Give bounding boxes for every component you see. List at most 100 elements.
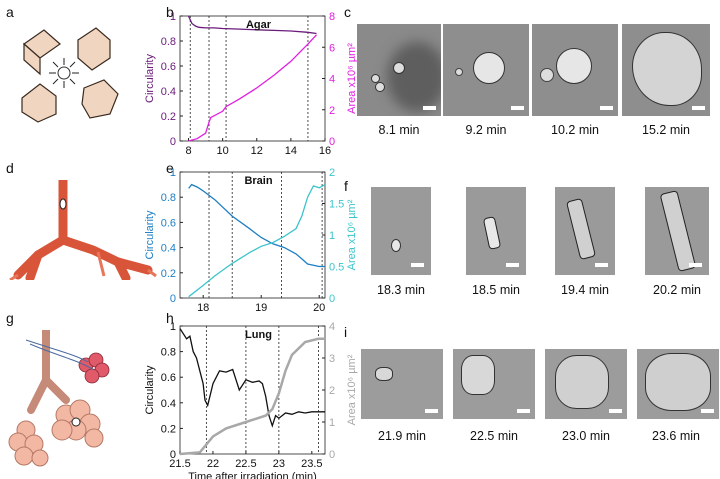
ytick-label-h-1: 0.2	[161, 423, 176, 435]
micrograph-agar-4	[622, 24, 710, 116]
y2tick-label-h-1: 1	[329, 417, 335, 429]
panel-label-g: g	[6, 310, 14, 326]
micrograph-brain-2	[466, 187, 526, 275]
y2tick-label-e-4: 2	[329, 167, 335, 179]
micrograph-agar-2	[443, 24, 529, 116]
chart-title-b: Agar	[246, 19, 272, 31]
panel-label-a: a	[6, 4, 14, 20]
plot-frame-b	[179, 15, 326, 142]
ytick-label-h-0: 0	[170, 449, 176, 461]
xtick-label-h-4: 23.5	[301, 458, 322, 470]
micrograph-lung-2	[453, 349, 535, 419]
ytick-label-h-2: 0.4	[161, 398, 176, 410]
chart-title-e: Brain	[244, 175, 272, 187]
ytick-label-b-5: 1	[170, 11, 176, 23]
ytick-label-e-4: 0.8	[161, 192, 176, 204]
series-line-h-left	[179, 328, 325, 428]
ytick-label-e-3: 0.6	[161, 217, 176, 229]
y2tick-label-e-0: 0	[329, 293, 335, 305]
y2tick-label-b-1: 2	[329, 105, 335, 117]
micrograph-agar-3	[532, 24, 618, 116]
ytick-label-b-3: 0.6	[161, 61, 176, 73]
caption-i-4: 23.6 min	[652, 429, 700, 443]
xlabel-h: Time after irradiation (min)	[188, 471, 317, 479]
series-line-b-left	[187, 15, 317, 35]
ytick-label-b-1: 0.2	[161, 111, 176, 123]
xtick-label-b-4: 16	[319, 145, 331, 157]
agar-schematic	[21, 27, 119, 123]
caption-f-3: 19.4 min	[561, 283, 609, 297]
ytick-label-b-4: 0.8	[161, 36, 176, 48]
panel-label-f: f	[344, 178, 348, 194]
ytick-label-h-5: 1	[170, 321, 176, 333]
y2label-b: Area x10⁶ µm²	[346, 43, 358, 114]
chart-title-h: Lung	[245, 329, 272, 341]
ytick-label-h-4: 0.8	[161, 347, 176, 359]
ytick-label-e-1: 0.2	[161, 268, 176, 280]
xtick-label-h-0: 21.5	[169, 458, 190, 470]
blood-vessel-schematic	[9, 180, 157, 280]
y2label-h: Area x10⁶ µm²	[346, 354, 358, 425]
ytick-label-b-2: 0.4	[161, 86, 176, 98]
xtick-label-e-2: 20	[313, 302, 325, 314]
xtick-label-b-1: 10	[217, 145, 229, 157]
caption-f-2: 18.5 min	[472, 283, 520, 297]
y2tick-label-h-4: 4	[329, 321, 335, 333]
caption-i-1: 21.9 min	[378, 429, 426, 443]
y2tick-label-e-1: 0.5	[329, 262, 344, 274]
ytick-label-e-5: 1	[170, 167, 176, 179]
xtick-label-b-2: 12	[251, 145, 263, 157]
xtick-label-e-1: 19	[255, 302, 267, 314]
caption-f-1: 18.3 min	[377, 283, 425, 297]
caption-c-3: 10.2 min	[551, 123, 599, 137]
y2tick-label-b-3: 6	[329, 42, 335, 54]
ytick-label-b-0: 0	[170, 136, 176, 148]
panel-label-i: i	[344, 324, 348, 340]
xtick-label-b-0: 8	[185, 145, 191, 157]
y2tick-label-h-2: 2	[329, 385, 335, 397]
xtick-label-b-3: 14	[285, 145, 297, 157]
panel-label-d: d	[6, 160, 14, 176]
micrograph-brain-3	[555, 187, 615, 275]
xtick-label-h-3: 23	[273, 458, 285, 470]
series-line-e-left	[188, 183, 325, 268]
caption-c-2: 9.2 min	[465, 123, 507, 137]
panel-label-c: c	[344, 4, 351, 20]
caption-i-2: 22.5 min	[470, 429, 518, 443]
micrograph-lung-1	[361, 349, 443, 419]
micrograph-lung-4	[637, 349, 719, 419]
y2tick-label-e-2: 1	[329, 230, 335, 242]
micrograph-lung-3	[545, 349, 627, 419]
ylabel-e: Circularity	[144, 210, 156, 259]
panel-label-e: e	[166, 160, 174, 176]
ytick-label-e-0: 0	[170, 293, 176, 305]
micrograph-agar-1	[357, 24, 441, 116]
caption-f-4: 20.2 min	[653, 283, 701, 297]
y2tick-label-b-4: 8	[329, 11, 335, 23]
series-line-h-right	[179, 337, 325, 456]
xtick-label-h-1: 22	[207, 458, 219, 470]
ytick-label-e-2: 0.4	[161, 243, 176, 255]
lung-alveoli-schematic	[8, 330, 110, 467]
ytick-label-h-3: 0.6	[161, 372, 176, 384]
panel-label-h: h	[166, 310, 174, 326]
caption-c-1: 8.1 min	[378, 123, 420, 137]
plot-frame-e	[179, 171, 326, 299]
caption-c-4: 15.2 min	[642, 123, 690, 137]
y2tick-label-e-3: 1.5	[329, 199, 344, 211]
xtick-label-h-2: 22.5	[235, 458, 256, 470]
y2label-e: Area x10⁶ µm²	[346, 199, 358, 270]
panel-label-b: b	[166, 4, 174, 20]
series-line-b-right	[188, 34, 317, 142]
micrograph-brain-4	[645, 187, 709, 275]
ylabel-b: Circularity	[144, 54, 156, 103]
y2tick-label-h-0: 0	[329, 449, 335, 461]
y2tick-label-b-2: 4	[329, 74, 335, 86]
series-line-e-right	[188, 184, 326, 298]
ylabel-h: Circularity	[144, 365, 156, 414]
caption-i-3: 23.0 min	[562, 429, 610, 443]
y2tick-label-b-0: 0	[329, 136, 335, 148]
y2tick-label-h-3: 3	[329, 353, 335, 365]
xtick-label-e-0: 18	[197, 302, 209, 314]
